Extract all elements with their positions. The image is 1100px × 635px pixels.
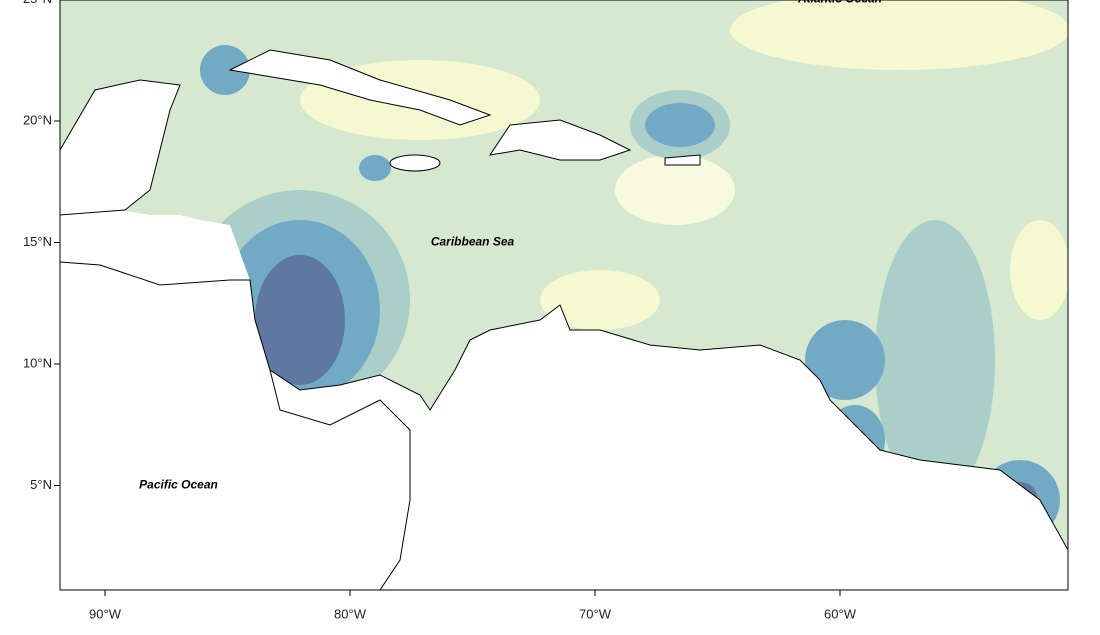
- yucatan: [59, 79, 181, 216]
- x-tick-label: 90°W: [89, 606, 122, 621]
- y-tick-label: 20°N: [23, 112, 52, 127]
- pacific-coast: [269, 369, 411, 591]
- x-tick-label: 80°W: [334, 606, 367, 621]
- x-tick-label: 70°W: [579, 606, 612, 621]
- field: [60, 0, 1068, 550]
- place-label: Caribbean Sea: [431, 235, 515, 249]
- y-tick-label: 25°N: [23, 0, 52, 6]
- y-tick-label: 15°N: [23, 234, 52, 249]
- map-frame: [59, 0, 1069, 591]
- x-tick-label: 60°W: [824, 606, 857, 621]
- place-label: Pacific Ocean: [139, 478, 218, 492]
- y-tick-label: 5°N: [30, 477, 52, 492]
- y-tick-label: 10°N: [23, 355, 52, 370]
- puerto-rico: [664, 154, 701, 166]
- coastline: [59, 261, 1069, 551]
- place-label: Atlantic Ocean: [797, 0, 882, 6]
- hispaniola: [488, 119, 632, 161]
- jamaica: [389, 154, 441, 172]
- cuba: [228, 49, 492, 126]
